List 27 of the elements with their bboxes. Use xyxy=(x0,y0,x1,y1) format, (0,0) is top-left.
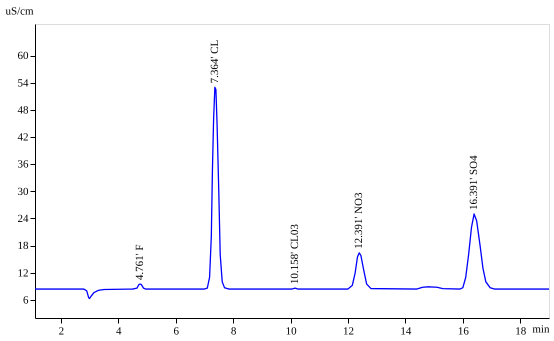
annotation: 4.761' F xyxy=(134,244,146,280)
x-tick-label: 12 xyxy=(342,326,354,338)
x-tick-label: 14 xyxy=(400,326,412,338)
x-tick-label: 6 xyxy=(173,326,180,338)
annotation: 12.391' NO3 xyxy=(353,192,366,249)
y-tick-label: 42 xyxy=(18,132,28,144)
y-tick-label: 36 xyxy=(18,158,29,171)
y-tick-label: 24 xyxy=(18,212,29,225)
line-series xyxy=(35,86,549,300)
annotation: 16.391' SO4 xyxy=(468,154,480,210)
y-tick-label: 48 xyxy=(18,104,29,116)
x-tick-label: 8 xyxy=(230,326,237,338)
y-tick-label: 30 xyxy=(18,186,29,198)
annotation: 7.364' CL xyxy=(208,40,221,84)
x-tick-label: 18 xyxy=(515,326,527,338)
y-tick-label: 54 xyxy=(18,77,29,90)
x-tick-label: 4 xyxy=(116,326,122,338)
y-tick-label: 18 xyxy=(18,240,29,252)
y-tick-label: 6 xyxy=(23,294,29,306)
x-tick-label: 2 xyxy=(58,326,64,338)
x-axis-title: min xyxy=(532,324,550,336)
y-axis-title: uS/cm xyxy=(6,6,34,18)
annotation: 10.158' CL03 xyxy=(289,224,302,284)
y-tick-label: 12 xyxy=(18,267,28,280)
x-tick-label: 16 xyxy=(458,326,470,338)
y-tick-label: 60 xyxy=(18,50,29,62)
x-tick-label: 10 xyxy=(286,326,298,338)
